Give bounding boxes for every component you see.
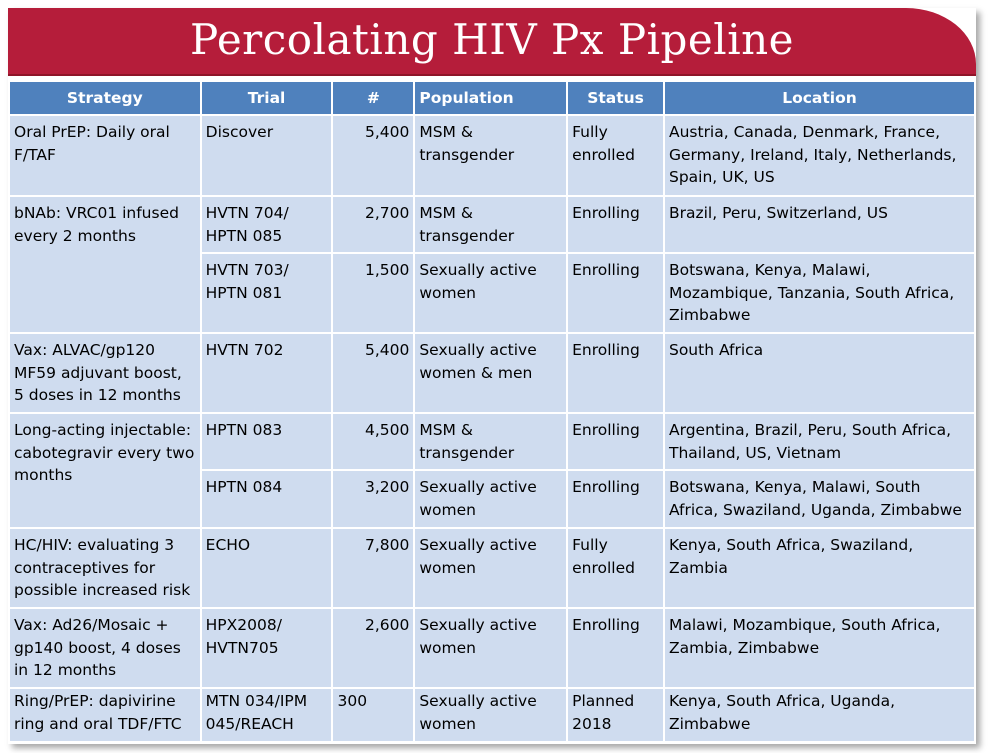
trial-cell: HVTN 702 <box>199 332 334 414</box>
column-header-number: # <box>331 80 416 116</box>
table-row: Vax: ALVAC/gp120 MF59 adjuvant boost, 5 … <box>8 332 977 414</box>
strategy-cell: Oral PrEP: Daily oral F/TAF <box>8 114 202 197</box>
slide: Percolating HIV Px Pipeline Strategy Tri… <box>8 8 977 744</box>
status-cell: Enrolling <box>566 412 665 471</box>
trial-cell: HVTN 704/ HPTN 085 <box>199 195 334 254</box>
participants-cell: 2,600 <box>331 607 416 689</box>
population-cell: MSM & transgender <box>413 114 569 197</box>
slide-title: Percolating HIV Px Pipeline <box>189 15 795 64</box>
strategy-cell: Vax: Ad26/Mosaic + gp140 boost, 4 doses … <box>8 607 202 689</box>
population-cell: MSM & transgender <box>413 195 569 254</box>
location-cell: Austria, Canada, Denmark, France, German… <box>662 114 977 197</box>
column-header-population: Population <box>413 80 569 116</box>
table-row: Oral PrEP: Daily oral F/TAF Discover 5,4… <box>8 114 977 197</box>
status-cell: Fully enrolled <box>566 114 665 197</box>
status-cell: Fully enrolled <box>566 527 665 609</box>
trial-cell: HVTN 703/ HPTN 081 <box>199 252 334 334</box>
location-cell: South Africa <box>662 332 977 414</box>
table-row: Vax: Ad26/Mosaic + gp140 boost, 4 doses … <box>8 607 977 689</box>
population-cell: Sexually active women <box>413 687 569 743</box>
column-header-status: Status <box>566 80 665 116</box>
strategy-cell: Ring/PrEP: dapivirine ring and oral TDF/… <box>8 687 202 743</box>
status-cell: Enrolling <box>566 252 665 334</box>
table-header-row: Strategy Trial # Population Status Locat… <box>8 80 977 116</box>
strategy-cell: HC/HIV: evaluating 3 contraceptives for … <box>8 527 202 609</box>
participants-cell: 7,800 <box>331 527 416 609</box>
location-cell: Brazil, Peru, Switzerland, US <box>662 195 977 254</box>
table-row: HC/HIV: evaluating 3 contraceptives for … <box>8 527 977 609</box>
table-row: bNAb: VRC01 infused every 2 months HVTN … <box>8 195 977 334</box>
population-cell: Sexually active women <box>413 252 569 334</box>
location-cell: Kenya, South Africa, Uganda, Zimbabwe <box>662 687 977 743</box>
participants-cell: 5,400 <box>331 332 416 414</box>
participants-cell: 1,500 <box>331 252 416 334</box>
location-cell: Kenya, South Africa, Swaziland, Zambia <box>662 527 977 609</box>
table-row: Long-acting injectable: cabotegravir eve… <box>8 412 977 529</box>
location-cell: Malawi, Mozambique, South Africa, Zambia… <box>662 607 977 689</box>
status-cell: Enrolling <box>566 607 665 689</box>
population-cell: Sexually active women <box>413 469 569 529</box>
table-row: HVTN 703/ HPTN 081 1,500 Sexually active… <box>9 252 977 334</box>
status-cell: Planned 2018 <box>566 687 665 743</box>
table-row: Ring/PrEP: dapivirine ring and oral TDF/… <box>8 687 977 743</box>
trial-cell: ECHO <box>199 527 334 609</box>
participants-cell: 2,700 <box>331 195 416 254</box>
location-cell: Botswana, Kenya, Malawi, South Africa, S… <box>662 469 977 529</box>
participants-cell: 5,400 <box>331 114 416 197</box>
status-cell: Enrolling <box>566 469 665 529</box>
participants-cell: 4,500 <box>331 412 416 471</box>
column-header-location: Location <box>662 80 977 116</box>
trial-cell: Discover <box>199 114 334 197</box>
location-cell: Argentina, Brazil, Peru, South Africa, T… <box>662 412 977 471</box>
population-cell: Sexually active women <box>413 527 569 609</box>
participants-cell: 3,200 <box>331 469 416 529</box>
table-row: HPTN 084 3,200 Sexually active women Enr… <box>9 469 977 529</box>
status-cell: Enrolling <box>566 195 665 254</box>
strategy-cell: bNAb: VRC01 infused every 2 months <box>8 195 202 334</box>
title-banner: Percolating HIV Px Pipeline <box>8 8 976 76</box>
trial-cell: MTN 034/IPM 045/REACH <box>199 687 334 743</box>
location-cell: Botswana, Kenya, Malawi, Mozambique, Tan… <box>662 252 977 334</box>
status-cell: Enrolling <box>566 332 665 414</box>
trial-cell: HPTN 084 <box>199 469 334 529</box>
population-cell: Sexually active women <box>413 607 569 689</box>
column-header-trial: Trial <box>199 80 334 116</box>
trial-cell: HPTN 083 <box>199 412 334 471</box>
strategy-cell: Long-acting injectable: cabotegravir eve… <box>8 412 202 529</box>
strategy-cell: Vax: ALVAC/gp120 MF59 adjuvant boost, 5 … <box>8 332 202 414</box>
pipeline-table: Strategy Trial # Population Status Locat… <box>8 80 977 743</box>
column-header-strategy: Strategy <box>8 80 202 116</box>
population-cell: Sexually active women & men <box>413 332 569 414</box>
participants-cell: 300 <box>331 687 416 743</box>
trial-cell: HPX2008/ HVTN705 <box>199 607 334 689</box>
population-cell: MSM & transgender <box>413 412 569 471</box>
